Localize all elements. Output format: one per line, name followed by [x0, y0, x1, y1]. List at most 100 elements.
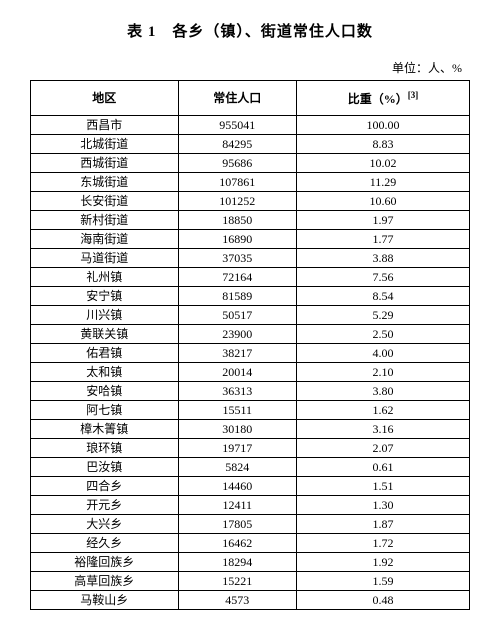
unit-label: 单位：人、%: [30, 59, 470, 76]
cell-region: 长安街道: [31, 192, 179, 211]
cell-population: 38217: [178, 344, 297, 363]
table-row: 经久乡164621.72: [31, 534, 470, 553]
table-row: 马道街道370353.88: [31, 249, 470, 268]
cell-percent: 5.29: [297, 306, 470, 325]
table-row: 四合乡144601.51: [31, 477, 470, 496]
cell-region: 四合乡: [31, 477, 179, 496]
cell-region: 琅环镇: [31, 439, 179, 458]
cell-region: 樟木箐镇: [31, 420, 179, 439]
cell-percent: 100.00: [297, 116, 470, 135]
cell-population: 955041: [178, 116, 297, 135]
cell-percent: 1.51: [297, 477, 470, 496]
cell-region: 高草回族乡: [31, 572, 179, 591]
cell-region: 佑君镇: [31, 344, 179, 363]
cell-percent: 1.87: [297, 515, 470, 534]
cell-region: 西昌市: [31, 116, 179, 135]
cell-population: 36313: [178, 382, 297, 401]
cell-region: 巴汝镇: [31, 458, 179, 477]
col-region: 地区: [31, 81, 179, 116]
table-row: 阿七镇155111.62: [31, 401, 470, 420]
cell-population: 5824: [178, 458, 297, 477]
cell-percent: 11.29: [297, 173, 470, 192]
table-body: 西昌市955041100.00北城街道842958.83西城街道9568610.…: [31, 116, 470, 610]
table-row: 新村街道188501.97: [31, 211, 470, 230]
cell-population: 18294: [178, 553, 297, 572]
table-row: 北城街道842958.83: [31, 135, 470, 154]
cell-percent: 3.80: [297, 382, 470, 401]
cell-percent: 1.30: [297, 496, 470, 515]
table-row: 开元乡124111.30: [31, 496, 470, 515]
table-row: 巴汝镇58240.61: [31, 458, 470, 477]
cell-population: 12411: [178, 496, 297, 515]
table-row: 礼州镇721647.56: [31, 268, 470, 287]
header-row: 地区 常住人口 比重（%）[3]: [31, 81, 470, 116]
cell-percent: 4.00: [297, 344, 470, 363]
cell-region: 礼州镇: [31, 268, 179, 287]
cell-population: 19717: [178, 439, 297, 458]
cell-percent: 2.10: [297, 363, 470, 382]
table-row: 长安街道10125210.60: [31, 192, 470, 211]
cell-percent: 1.59: [297, 572, 470, 591]
cell-region: 大兴乡: [31, 515, 179, 534]
table-row: 高草回族乡152211.59: [31, 572, 470, 591]
cell-percent: 2.50: [297, 325, 470, 344]
table-row: 川兴镇505175.29: [31, 306, 470, 325]
cell-percent: 8.83: [297, 135, 470, 154]
table-row: 黄联关镇239002.50: [31, 325, 470, 344]
cell-region: 阿七镇: [31, 401, 179, 420]
cell-region: 太和镇: [31, 363, 179, 382]
table-title: 表 1 各乡（镇）、街道常住人口数: [30, 20, 470, 41]
cell-region: 新村街道: [31, 211, 179, 230]
table-row: 裕隆回族乡182941.92: [31, 553, 470, 572]
table-row: 安宁镇815898.54: [31, 287, 470, 306]
cell-population: 81589: [178, 287, 297, 306]
cell-population: 50517: [178, 306, 297, 325]
cell-region: 川兴镇: [31, 306, 179, 325]
table-row: 海南街道168901.77: [31, 230, 470, 249]
col-percent: 比重（%）[3]: [297, 81, 470, 116]
cell-region: 黄联关镇: [31, 325, 179, 344]
cell-population: 72164: [178, 268, 297, 287]
cell-population: 84295: [178, 135, 297, 154]
col-population: 常住人口: [178, 81, 297, 116]
table-row: 安哈镇363133.80: [31, 382, 470, 401]
cell-region: 马鞍山乡: [31, 591, 179, 610]
table-row: 佑君镇382174.00: [31, 344, 470, 363]
cell-region: 北城街道: [31, 135, 179, 154]
cell-population: 37035: [178, 249, 297, 268]
cell-population: 101252: [178, 192, 297, 211]
cell-population: 30180: [178, 420, 297, 439]
table-row: 马鞍山乡45730.48: [31, 591, 470, 610]
cell-percent: 0.61: [297, 458, 470, 477]
cell-percent: 7.56: [297, 268, 470, 287]
cell-percent: 1.97: [297, 211, 470, 230]
population-table: 地区 常住人口 比重（%）[3] 西昌市955041100.00北城街道8429…: [30, 80, 470, 610]
cell-region: 开元乡: [31, 496, 179, 515]
cell-population: 20014: [178, 363, 297, 382]
cell-population: 16890: [178, 230, 297, 249]
cell-percent: 0.48: [297, 591, 470, 610]
table-row: 太和镇200142.10: [31, 363, 470, 382]
table-row: 樟木箐镇301803.16: [31, 420, 470, 439]
col-percent-label: 比重（%）: [348, 92, 408, 106]
table-row: 西城街道9568610.02: [31, 154, 470, 173]
cell-region: 海南街道: [31, 230, 179, 249]
cell-population: 95686: [178, 154, 297, 173]
cell-population: 14460: [178, 477, 297, 496]
table-row: 西昌市955041100.00: [31, 116, 470, 135]
cell-percent: 3.88: [297, 249, 470, 268]
cell-percent: 1.92: [297, 553, 470, 572]
cell-population: 15221: [178, 572, 297, 591]
cell-percent: 10.02: [297, 154, 470, 173]
cell-region: 西城街道: [31, 154, 179, 173]
cell-population: 18850: [178, 211, 297, 230]
cell-percent: 1.62: [297, 401, 470, 420]
cell-region: 马道街道: [31, 249, 179, 268]
table-row: 大兴乡178051.87: [31, 515, 470, 534]
cell-population: 16462: [178, 534, 297, 553]
cell-population: 107861: [178, 173, 297, 192]
cell-region: 东城街道: [31, 173, 179, 192]
cell-percent: 8.54: [297, 287, 470, 306]
table-row: 琅环镇197172.07: [31, 439, 470, 458]
cell-percent: 10.60: [297, 192, 470, 211]
